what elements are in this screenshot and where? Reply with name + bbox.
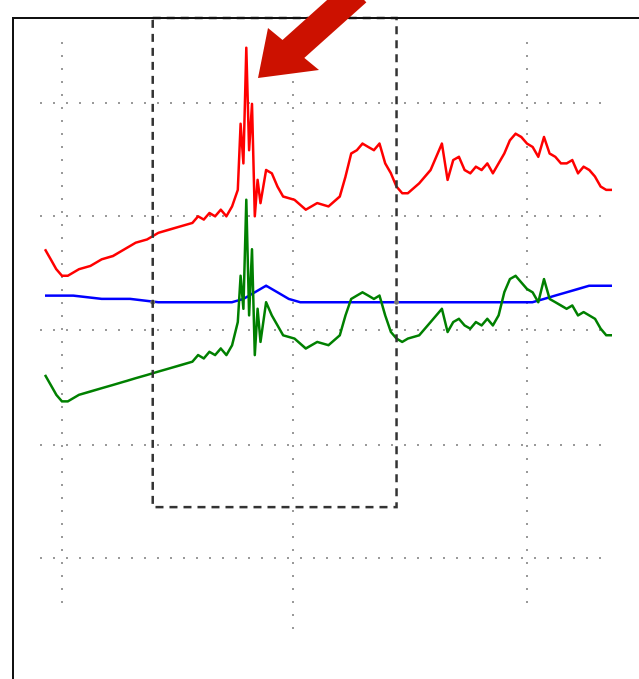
grid [40, 42, 612, 630]
series-line-1 [43, 46, 612, 278]
annotation-arrow [258, 0, 367, 78]
plot-frame [12, 17, 639, 679]
arrow-head [258, 28, 319, 78]
series-line-3 [43, 198, 612, 403]
series-marker [394, 299, 400, 305]
highlight-region [151, 16, 398, 509]
series-line-2 [45, 284, 612, 304]
arrow-shaft [280, 0, 367, 63]
